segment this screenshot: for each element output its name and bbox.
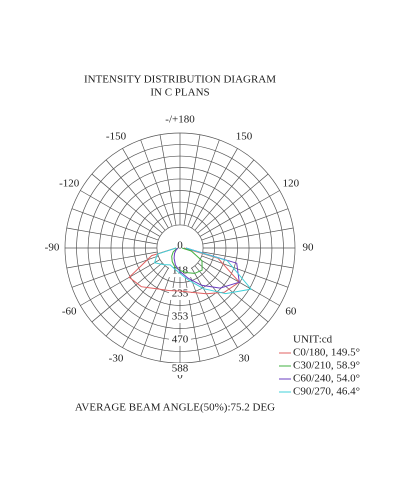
angle-label: 0 bbox=[177, 370, 183, 382]
series-curve bbox=[153, 247, 253, 295]
spoke bbox=[80, 259, 161, 306]
chart-title: INTENSITY DISTRIBUTION DIAGRAM bbox=[84, 74, 276, 86]
spoke bbox=[199, 190, 280, 237]
label-bg bbox=[169, 363, 191, 375]
legend-label: C60/240, 54.0° bbox=[293, 373, 360, 385]
r-tick-label: 0 bbox=[177, 240, 183, 252]
spoke bbox=[191, 267, 238, 348]
series-curve bbox=[171, 247, 203, 274]
r-tick-label: 235 bbox=[172, 287, 189, 299]
label-bg bbox=[169, 311, 191, 324]
spoke bbox=[122, 267, 169, 348]
angle-label: -120 bbox=[59, 178, 80, 190]
spoke bbox=[191, 148, 238, 229]
angle-label: 30 bbox=[239, 352, 251, 364]
legend-label: C30/210, 58.9° bbox=[293, 360, 360, 372]
angle-label: -60 bbox=[62, 306, 77, 318]
angle-label: -150 bbox=[106, 131, 127, 143]
label-bg bbox=[169, 333, 191, 346]
angle-label: 60 bbox=[285, 306, 297, 318]
spoke bbox=[80, 190, 161, 237]
r-tick-label: 588 bbox=[172, 363, 189, 375]
legend-label: C0/180, 149.5° bbox=[293, 347, 360, 359]
spoke bbox=[122, 148, 169, 229]
series-curve bbox=[173, 247, 240, 289]
angle-label: 120 bbox=[283, 178, 300, 190]
r-tick-label: 470 bbox=[172, 333, 189, 345]
angle-label: -30 bbox=[109, 352, 124, 364]
angle-label: -/+180 bbox=[165, 114, 195, 126]
footer: AVERAGE BEAM ANGLE(50%):75.2 DEG bbox=[75, 402, 275, 414]
angle-label: 90 bbox=[303, 242, 315, 254]
r-tick-label: 353 bbox=[172, 311, 189, 323]
angle-label: -90 bbox=[45, 242, 60, 254]
chart-subtitle: IN C PLANS bbox=[150, 87, 209, 99]
angle-label: 150 bbox=[236, 131, 253, 143]
unit-label: UNIT:cd bbox=[293, 334, 333, 346]
legend-label: C90/270, 46.4° bbox=[293, 386, 360, 398]
